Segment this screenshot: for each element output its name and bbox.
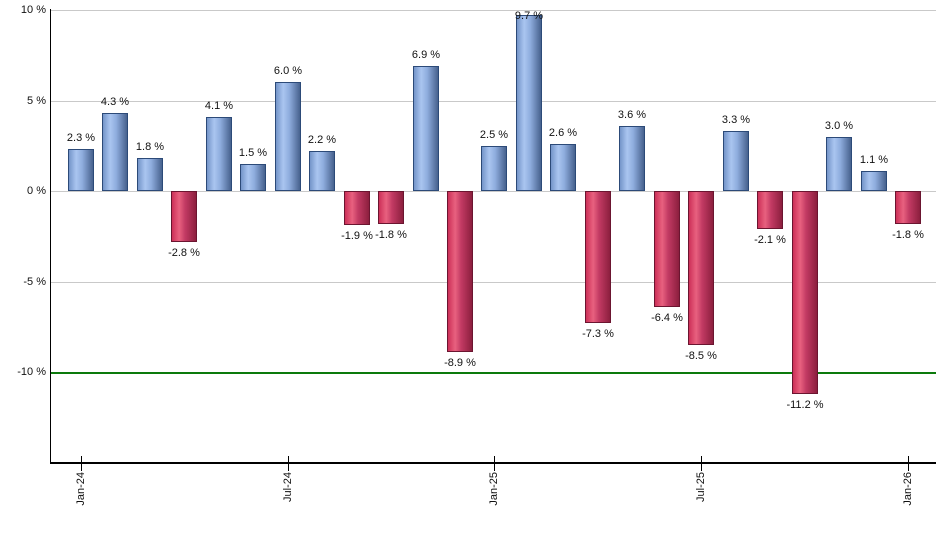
x-axis-tick-label: Jul-25 [695, 472, 707, 502]
bar-value-label-Jan-25: 2.5 % [479, 129, 509, 141]
bar-Oct-25[interactable] [792, 191, 818, 394]
gridline [50, 282, 936, 283]
bar-Nov-24[interactable] [413, 66, 439, 191]
bar-value-label-Aug-24: 2.2 % [307, 134, 337, 146]
bar-value-label-Nov-24: 6.9 % [411, 49, 441, 61]
bar-Feb-25[interactable] [516, 15, 542, 191]
bar-value-label-Nov-25: 3.0 % [824, 120, 854, 132]
bar-value-label-Jun-24: 1.5 % [238, 147, 268, 159]
bar-value-label-Dec-24: -8.9 % [444, 357, 476, 369]
x-axis-tick [81, 456, 82, 471]
bar-value-label-Jul-24: 6.0 % [273, 65, 303, 77]
bar-value-label-Apr-24: -2.8 % [168, 247, 200, 259]
bar-value-label-Feb-24: 4.3 % [100, 96, 130, 108]
x-axis-tick-label: Jan-24 [75, 472, 87, 506]
bar-value-label-Jun-25: -6.4 % [651, 312, 683, 324]
bar-Apr-24[interactable] [171, 191, 197, 242]
bar-value-label-Sep-25: -2.1 % [754, 234, 786, 246]
bar-Oct-24[interactable] [378, 191, 404, 224]
bar-Feb-24[interactable] [102, 113, 128, 191]
y-axis-tick-label: -5 % [23, 276, 46, 288]
bar-Jul-24[interactable] [275, 82, 301, 191]
x-axis-tick [494, 456, 495, 471]
bar-value-label-Sep-24: -1.9 % [341, 230, 373, 242]
bar-value-label-Mar-25: 2.6 % [548, 127, 578, 139]
x-axis-tick-label: Jan-25 [488, 472, 500, 506]
bar-value-label-Feb-25: 9.7 % [514, 10, 544, 22]
bar-May-24[interactable] [206, 117, 232, 191]
bar-Jan-26[interactable] [895, 191, 921, 224]
bar-value-label-May-25: 3.6 % [617, 109, 647, 121]
bar-Apr-25[interactable] [585, 191, 611, 323]
bar-Jan-25[interactable] [481, 146, 507, 191]
x-axis-tick [288, 456, 289, 471]
bar-value-label-May-24: 4.1 % [204, 100, 234, 112]
bar-value-label-Dec-25: 1.1 % [859, 154, 889, 166]
gridline [50, 191, 936, 192]
x-axis-tick-label: Jul-24 [282, 472, 294, 502]
bar-Aug-24[interactable] [309, 151, 335, 191]
x-axis-tick-label: Jan-26 [902, 472, 914, 506]
bar-value-label-Jan-26: -1.8 % [892, 229, 924, 241]
bar-Jul-25[interactable] [688, 191, 714, 345]
y-axis-tick-label: 5 % [27, 95, 46, 107]
x-axis-tick [908, 456, 909, 471]
bar-Dec-24[interactable] [447, 191, 473, 352]
x-axis-line [50, 462, 936, 464]
bar-value-label-Oct-25: -11.2 % [786, 399, 824, 411]
bar-Jun-25[interactable] [654, 191, 680, 307]
bar-value-label-Oct-24: -1.8 % [375, 229, 407, 241]
bar-Sep-24[interactable] [344, 191, 370, 225]
bar-value-label-Jan-24: 2.3 % [66, 132, 96, 144]
bar-value-label-Mar-24: 1.8 % [135, 141, 165, 153]
bar-May-25[interactable] [619, 126, 645, 191]
gridline [50, 101, 936, 102]
reference-line-minus-10 [50, 372, 936, 374]
y-axis-tick-label: 10 % [20, 4, 46, 16]
bar-value-label-Aug-25: 3.3 % [721, 114, 751, 126]
bar-Sep-25[interactable] [757, 191, 783, 229]
y-axis-line [50, 9, 51, 464]
bar-Jun-24[interactable] [240, 164, 266, 191]
bar-Mar-24[interactable] [137, 158, 163, 191]
bar-Aug-25[interactable] [723, 131, 749, 191]
bar-Dec-25[interactable] [861, 171, 887, 191]
y-axis-tick-label: 0 % [27, 185, 46, 197]
bar-value-label-Jul-25: -8.5 % [685, 350, 717, 362]
bar-Nov-25[interactable] [826, 137, 852, 191]
y-axis-tick-label: -10 % [17, 366, 46, 378]
bar-value-label-Apr-25: -7.3 % [582, 328, 614, 340]
x-axis-tick [701, 456, 702, 471]
bar-Mar-25[interactable] [550, 144, 576, 191]
gridline [50, 10, 936, 11]
bar-Jan-24[interactable] [68, 149, 94, 191]
